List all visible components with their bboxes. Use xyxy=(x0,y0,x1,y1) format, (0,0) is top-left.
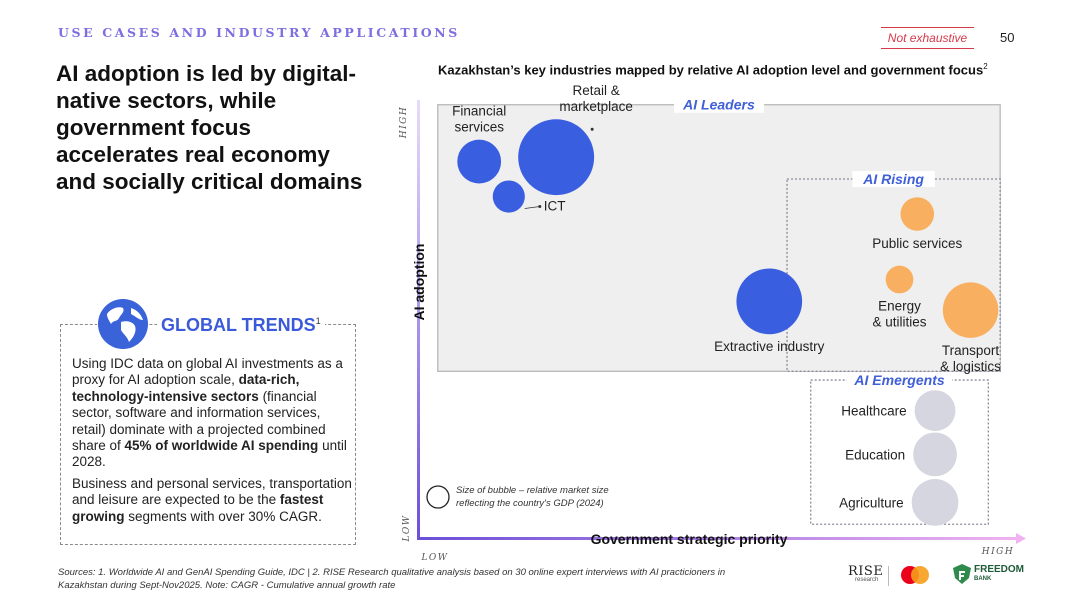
bubble-size-legend-line2: reflecting the country's GDP (2024) xyxy=(456,498,604,509)
x-axis-low: LOW xyxy=(420,553,448,563)
bubble-label-agriculture: Agriculture xyxy=(839,495,904,510)
bubble-energy-and-utilities xyxy=(885,265,914,294)
bubble-label-financial-services: Financial services xyxy=(452,104,506,135)
x-axis-label: Government strategic priority xyxy=(591,531,788,547)
bubble-transport-and-logistics xyxy=(942,282,999,338)
page-headline: AI adoption is led by digital-native sec… xyxy=(56,61,363,194)
freedom-logo: FREEDOM xyxy=(974,564,1024,575)
zone-label-ai-rising: AI Rising xyxy=(862,171,924,187)
bubble-label-extractive-industry: Extractive industry xyxy=(714,339,825,354)
section-label: USE CASES AND INDUSTRY APPLICATIONS xyxy=(58,25,460,40)
y-axis-high: HIGH xyxy=(399,106,409,139)
bubble-extractive-industry xyxy=(736,268,803,335)
bubble-education xyxy=(913,432,957,477)
global-trends-title: GLOBAL TRENDS1 xyxy=(157,315,325,336)
bubble-agriculture xyxy=(911,479,959,526)
bubble-size-legend-icon xyxy=(426,485,450,509)
x-axis-high: HIGH xyxy=(981,547,1014,557)
freedom-shield-icon xyxy=(953,564,971,584)
bubble-financial-services xyxy=(457,139,502,184)
bubble-public-services xyxy=(900,197,935,231)
zone-ai-emergents xyxy=(810,379,989,525)
rise-logo-sub: research xyxy=(855,577,879,583)
bubble-ict xyxy=(492,180,525,213)
page-number: 50 xyxy=(1000,30,1015,45)
ict-leader-dot xyxy=(538,205,542,209)
bubble-retail-and-marketplace xyxy=(518,119,595,196)
global-trends-paragraph-1: Using IDC data on global AI investments … xyxy=(72,356,347,470)
y-axis-line xyxy=(417,100,420,540)
bubble-label-public-services: Public services xyxy=(872,236,962,251)
trends-footnote: 1 xyxy=(315,316,321,326)
bubble-healthcare xyxy=(914,390,956,432)
mastercard-logo-icon xyxy=(901,566,929,584)
x-axis-arrow xyxy=(1016,533,1026,544)
bubble-label-education: Education xyxy=(845,447,905,462)
y-axis-low: LOW xyxy=(402,514,412,542)
freedom-logo-sub: BANK xyxy=(974,576,992,582)
zone-label-bg-ai-emergents xyxy=(846,372,953,389)
bubble-label-ict: ICT xyxy=(544,199,566,214)
chart-title: Kazakhstan’s key industries mapped by re… xyxy=(438,62,988,78)
zone-label-ai-leaders: AI Leaders xyxy=(682,97,755,113)
bubble-label-retail-and-marketplace: Retail & marketplace xyxy=(559,83,633,114)
bubble-label-energy-and-utilities: Energy & utilities xyxy=(873,298,927,329)
zone-label-ai-emergents: AI Emergents xyxy=(853,372,944,388)
sources-note: Sources: 1. Worldwide AI and GenAI Spend… xyxy=(58,567,726,591)
global-trends-paragraph-2: Business and personal services, transpor… xyxy=(72,476,352,524)
bubble-size-legend-line1: Size of bubble – relative market size xyxy=(456,485,609,496)
zone-label-bg-ai-leaders xyxy=(673,96,764,113)
retail-leader-dot xyxy=(590,127,594,131)
bubble-label-transport-and-logistics: Transport & logistics xyxy=(940,343,1001,374)
rise-logo: RISE xyxy=(848,564,884,579)
not-exhaustive-tag: Not exhaustive xyxy=(881,27,974,49)
zone-label-bg-ai-rising xyxy=(852,171,935,188)
ict-leader-line xyxy=(524,206,540,209)
y-axis-label: AI adoption xyxy=(411,244,427,321)
bubble-label-healthcare: Healthcare xyxy=(841,404,906,419)
x-axis-line xyxy=(417,537,1017,540)
globe-icon xyxy=(97,298,149,350)
logo-divider xyxy=(888,566,889,586)
